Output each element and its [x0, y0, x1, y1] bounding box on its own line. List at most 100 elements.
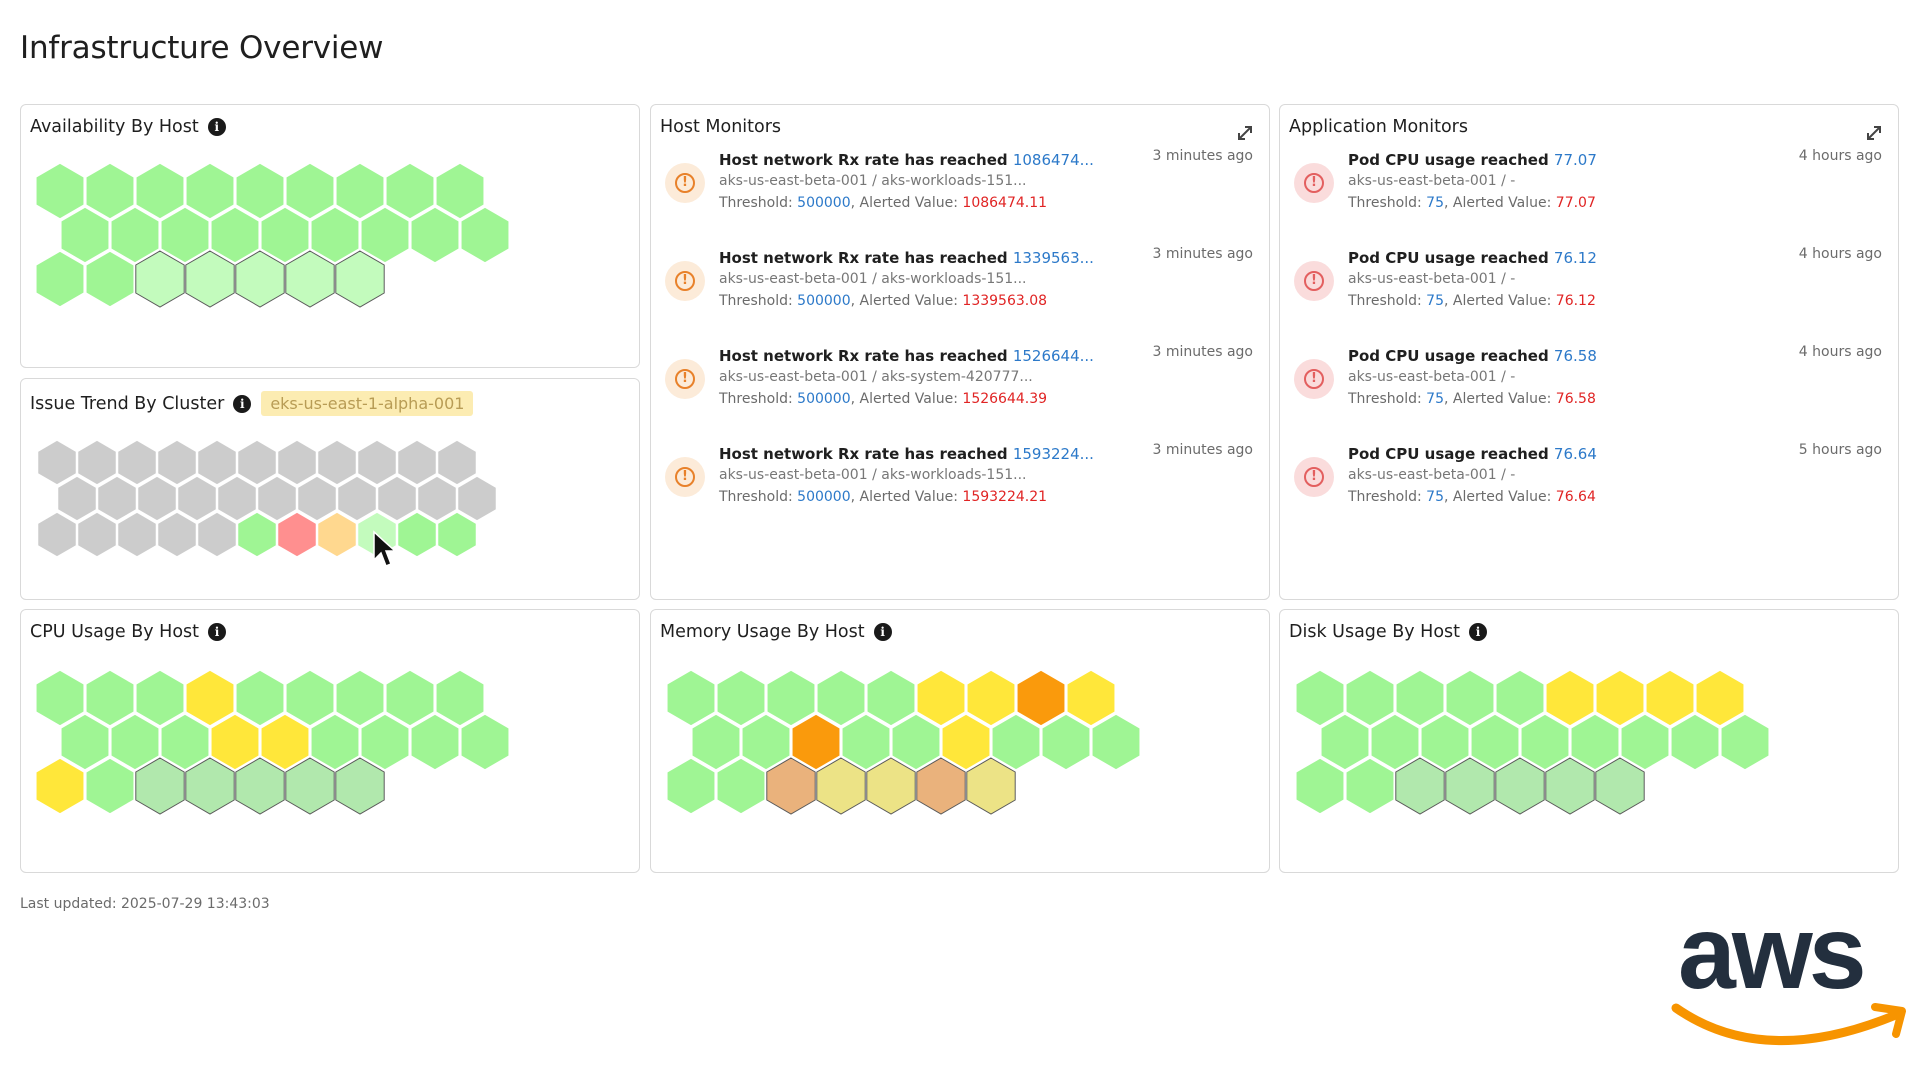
host-hex[interactable] — [1295, 757, 1345, 815]
host-hex[interactable] — [1345, 757, 1395, 815]
cluster-badge[interactable]: eks-us-east-1-alpha-001 — [261, 391, 474, 416]
host-hex[interactable] — [460, 713, 510, 771]
host-hex[interactable] — [1695, 669, 1745, 727]
host-hex[interactable] — [1495, 669, 1545, 727]
host-hex[interactable] — [1495, 757, 1545, 815]
host-hex[interactable] — [236, 439, 278, 486]
host-hex[interactable] — [891, 713, 941, 771]
host-hex[interactable] — [35, 757, 85, 815]
host-hex[interactable] — [35, 162, 85, 220]
host-hex[interactable] — [1395, 669, 1445, 727]
info-icon[interactable]: i — [207, 118, 226, 136]
host-hex[interactable] — [160, 206, 210, 264]
host-hex[interactable] — [135, 669, 185, 727]
host-hex[interactable] — [666, 669, 716, 727]
host-hex[interactable] — [135, 162, 185, 220]
host-hex[interactable] — [36, 511, 78, 558]
host-hex[interactable] — [296, 475, 338, 522]
host-hex[interactable] — [135, 757, 185, 815]
host-hex[interactable] — [1520, 713, 1570, 771]
host-hex[interactable] — [866, 669, 916, 727]
host-hex[interactable] — [116, 511, 158, 558]
host-hex[interactable] — [316, 511, 358, 558]
host-hex[interactable] — [156, 439, 198, 486]
host-hex[interactable] — [260, 713, 310, 771]
monitor-item[interactable]: ! Host network Rx rate has reached 159322… — [651, 442, 1269, 553]
host-hex[interactable] — [866, 757, 916, 815]
host-hex[interactable] — [85, 669, 135, 727]
host-hex[interactable] — [941, 713, 991, 771]
host-hex[interactable] — [385, 162, 435, 220]
host-hex[interactable] — [791, 713, 841, 771]
host-hex[interactable] — [916, 669, 966, 727]
host-hex[interactable] — [1570, 713, 1620, 771]
monitor-item[interactable]: ! Host network Rx rate has reached 133956… — [651, 246, 1269, 357]
host-hex[interactable] — [1345, 669, 1395, 727]
info-icon[interactable]: i — [873, 623, 892, 641]
host-hex[interactable] — [1595, 757, 1645, 815]
host-hex[interactable] — [1545, 669, 1595, 727]
host-hex[interactable] — [196, 439, 238, 486]
host-hex[interactable] — [235, 162, 285, 220]
host-hex[interactable] — [310, 713, 360, 771]
host-hex[interactable] — [435, 162, 485, 220]
host-hex[interactable] — [916, 757, 966, 815]
host-hex[interactable] — [136, 475, 178, 522]
host-hex[interactable] — [285, 250, 335, 308]
host-hex[interactable] — [1470, 713, 1520, 771]
host-hex[interactable] — [1720, 713, 1770, 771]
host-hex[interactable] — [285, 162, 335, 220]
host-hex[interactable] — [376, 475, 418, 522]
host-hex[interactable] — [1091, 713, 1141, 771]
host-hex[interactable] — [185, 162, 235, 220]
expand-icon[interactable] — [1235, 123, 1255, 143]
host-hex[interactable] — [716, 757, 766, 815]
host-hex[interactable] — [196, 511, 238, 558]
host-hex[interactable] — [235, 669, 285, 727]
host-hex[interactable] — [1595, 669, 1645, 727]
host-hex[interactable] — [236, 511, 278, 558]
monitor-item[interactable]: ! Pod CPU usage reached 76.58 4 hours ago a… — [1280, 344, 1898, 455]
host-hex[interactable] — [116, 439, 158, 486]
host-hex[interactable] — [766, 757, 816, 815]
monitor-title[interactable]: Host network Rx rate has reached 1339563… — [719, 249, 1094, 267]
monitor-item[interactable]: ! Host network Rx rate has reached 108647… — [651, 148, 1269, 259]
host-hex[interactable] — [1445, 757, 1495, 815]
host-hex[interactable] — [85, 757, 135, 815]
monitor-title[interactable]: Pod CPU usage reached 76.58 — [1348, 347, 1597, 365]
monitor-item[interactable]: ! Pod CPU usage reached 77.07 4 hours ago a… — [1280, 148, 1898, 259]
host-hex[interactable] — [966, 757, 1016, 815]
host-hex[interactable] — [185, 757, 235, 815]
host-hex[interactable] — [460, 206, 510, 264]
host-hex[interactable] — [310, 206, 360, 264]
host-hex[interactable] — [185, 669, 235, 727]
host-hex[interactable] — [1420, 713, 1470, 771]
host-hex[interactable] — [335, 250, 385, 308]
host-hex[interactable] — [396, 439, 438, 486]
host-hex[interactable] — [436, 439, 478, 486]
host-hex[interactable] — [85, 250, 135, 308]
host-hex[interactable] — [60, 713, 110, 771]
monitor-item[interactable]: ! Pod CPU usage reached 76.12 4 hours ago a… — [1280, 246, 1898, 357]
host-hex[interactable] — [1320, 713, 1370, 771]
host-hex[interactable] — [456, 475, 498, 522]
monitor-title[interactable]: Pod CPU usage reached 76.12 — [1348, 249, 1597, 267]
info-icon[interactable]: i — [233, 394, 252, 413]
host-hex[interactable] — [1370, 713, 1420, 771]
host-hex[interactable] — [85, 162, 135, 220]
host-hex[interactable] — [356, 439, 398, 486]
host-hex[interactable] — [816, 757, 866, 815]
monitor-title[interactable]: Pod CPU usage reached 77.07 — [1348, 151, 1597, 169]
host-hex[interactable] — [235, 250, 285, 308]
host-hex[interactable] — [160, 713, 210, 771]
host-hex[interactable] — [260, 206, 310, 264]
host-hex[interactable] — [156, 511, 198, 558]
host-hex[interactable] — [410, 206, 460, 264]
host-hex[interactable] — [691, 713, 741, 771]
host-hex[interactable] — [1295, 669, 1345, 727]
host-hex[interactable] — [435, 669, 485, 727]
monitor-item[interactable]: ! Host network Rx rate has reached 152664… — [651, 344, 1269, 455]
host-hex[interactable] — [410, 713, 460, 771]
host-hex[interactable] — [335, 162, 385, 220]
host-hex[interactable] — [35, 250, 85, 308]
